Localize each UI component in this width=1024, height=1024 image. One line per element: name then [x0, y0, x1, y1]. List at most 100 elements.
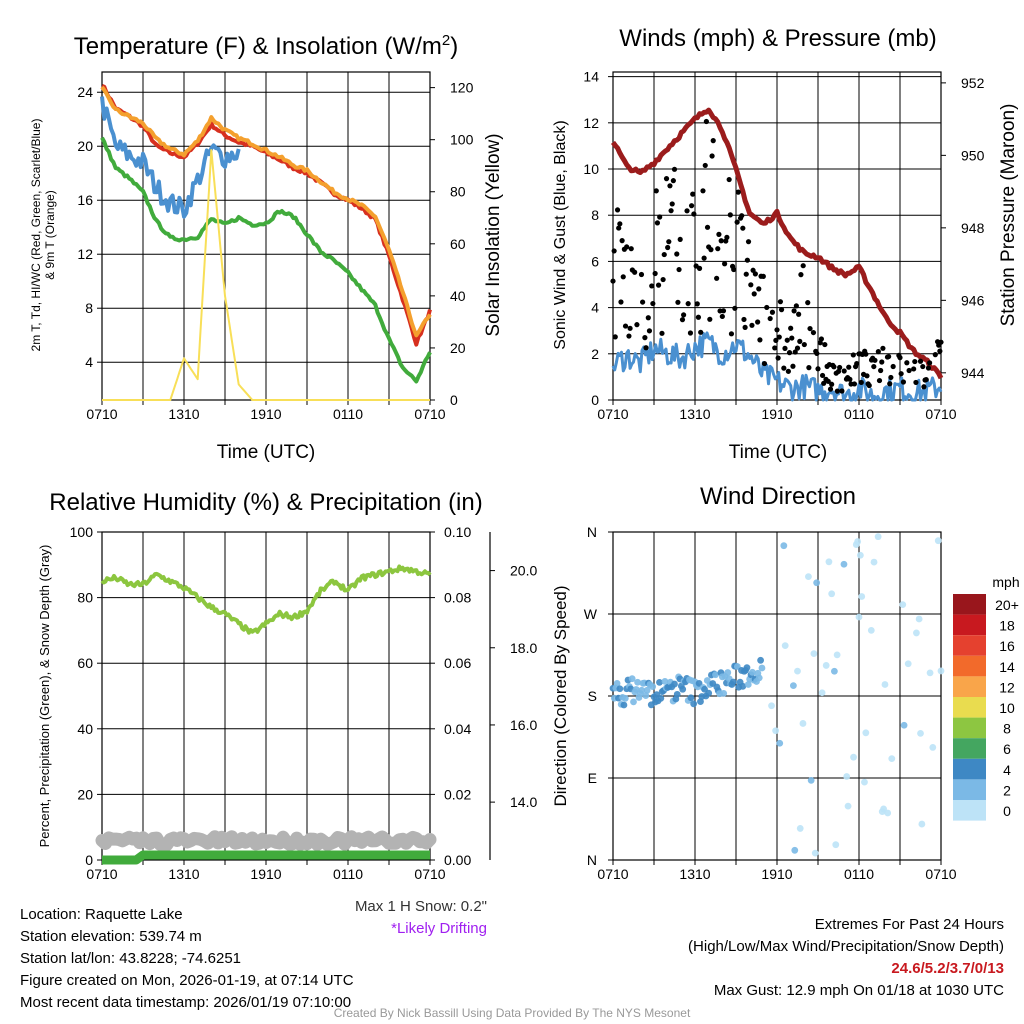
station-elevation: Station elevation: 539.74 m — [20, 928, 202, 945]
wind-direction-point — [744, 681, 752, 688]
direction-xtick-label: 0710 — [925, 866, 956, 882]
wind-direction-point — [813, 579, 821, 587]
insolation-ytick-label: 60 — [450, 236, 466, 252]
temperature-xtick-label: 1310 — [168, 406, 199, 422]
gust-point — [611, 248, 617, 254]
gust-point — [819, 372, 826, 379]
solar-insolation-line — [102, 149, 430, 401]
gust-point — [839, 388, 845, 394]
gust-point — [667, 183, 673, 189]
gust-point — [610, 278, 616, 284]
gust-point — [751, 291, 757, 297]
direction-ytick-label: N — [587, 852, 597, 868]
gust-point — [777, 299, 784, 305]
gust-point — [781, 365, 787, 371]
pressure-ytick-label: 952 — [961, 75, 985, 91]
humidity-ytick-label: 20 — [77, 786, 93, 802]
insolation-ytick-label: 0 — [450, 392, 458, 408]
gust-point — [715, 246, 721, 252]
gust-point — [716, 231, 722, 237]
gust-point — [732, 305, 738, 311]
gust-point — [670, 178, 676, 184]
gust-point — [904, 360, 910, 366]
wind-direction-point — [720, 689, 728, 697]
wind-direction-point — [687, 694, 695, 702]
wind-direction-point — [810, 650, 818, 658]
insolation-ytick-label: 120 — [450, 80, 474, 96]
wind-direction-point — [874, 533, 882, 541]
winds-xtick-label: 0110 — [844, 406, 874, 422]
temperature-panel-title: Temperature (F) & Insolation (W/m2) — [74, 32, 458, 60]
wind-direction-point — [621, 694, 629, 702]
legend-label: 12 — [999, 679, 1015, 695]
credit-line: Created By Nick Bassill Using Data Provi… — [333, 1006, 691, 1020]
gust-point — [741, 316, 747, 323]
gust-point — [818, 336, 825, 342]
temperature-right-axis-label: Solar Insolation (Yellow) — [483, 133, 504, 336]
wind-direction-point — [937, 667, 945, 675]
gust-point — [627, 325, 633, 331]
winds-xtick-label: 0710 — [597, 406, 628, 422]
humidity-xtick-label: 1910 — [250, 866, 281, 882]
wind-direction-point — [642, 692, 650, 699]
gust-point — [728, 331, 735, 337]
gust-point — [789, 335, 795, 341]
gust-point — [624, 244, 630, 250]
wind-direction-point — [856, 551, 864, 559]
gust-point — [917, 358, 924, 364]
wind-direction-point — [790, 682, 797, 690]
gust-point — [898, 371, 904, 377]
legend-swatch — [953, 738, 986, 759]
gust-point — [831, 364, 837, 370]
legend-swatch — [953, 655, 986, 677]
winds-ytick-label: 0 — [591, 392, 599, 408]
wind-direction-point — [833, 651, 841, 659]
precipitation-line — [102, 850, 430, 865]
temperature-xlabel: Time (UTC) — [217, 442, 316, 463]
gust-point — [913, 379, 919, 386]
legend-label: 8 — [1003, 721, 1011, 737]
humidity-ytick-label: 40 — [77, 721, 93, 737]
precip-ytick-label: 0.10 — [444, 524, 471, 540]
extremes-title: Extremes For Past 24 Hours — [814, 916, 1004, 933]
gust-point — [846, 364, 852, 370]
wind-direction-point — [805, 573, 812, 581]
gust-point — [727, 212, 733, 218]
wind-direction-point — [899, 601, 907, 609]
winds-plot: 0 2 4 6 8 10 12 14 944 946 948 950 952 0710 1310 1910 01… — [583, 69, 984, 422]
legend-label: 10 — [999, 700, 1015, 716]
dew-point-line — [100, 136, 432, 384]
gust-point — [837, 364, 843, 371]
9m-temperature-line — [100, 85, 432, 338]
gust-point — [805, 300, 811, 306]
wind-direction-point — [832, 841, 840, 849]
gust-point — [858, 379, 864, 386]
wind-direction-point — [888, 755, 896, 763]
wind-direction-point — [781, 642, 789, 649]
humidity-ytick-label: 0 — [85, 852, 93, 868]
legend-label: 18 — [999, 618, 1015, 634]
legend-label: 2 — [1003, 782, 1011, 798]
gust-point — [911, 366, 917, 372]
wind-direction-point — [673, 690, 681, 698]
wind-direction-point — [768, 702, 775, 710]
winds-xtick-label: 1910 — [761, 406, 792, 422]
gust-point — [735, 189, 741, 195]
gust-point — [912, 358, 918, 365]
wind-direction-point — [884, 809, 892, 817]
wind-direction-point — [917, 729, 924, 737]
gust-point — [829, 381, 835, 387]
wind-direction-point — [634, 678, 641, 686]
gust-point — [897, 355, 903, 361]
temperature-ytick-label: 20 — [77, 138, 93, 154]
gust-point — [654, 220, 661, 226]
humidity-panel-title: Relative Humidity (%) & Precipitation (i… — [49, 489, 482, 516]
gust-point — [676, 266, 682, 273]
gust-point — [722, 261, 728, 267]
gust-point — [612, 334, 618, 340]
gust-point — [793, 303, 799, 309]
gust-point — [921, 384, 927, 390]
gust-point — [920, 363, 926, 370]
humidity-xtick-label: 0110 — [333, 866, 363, 882]
